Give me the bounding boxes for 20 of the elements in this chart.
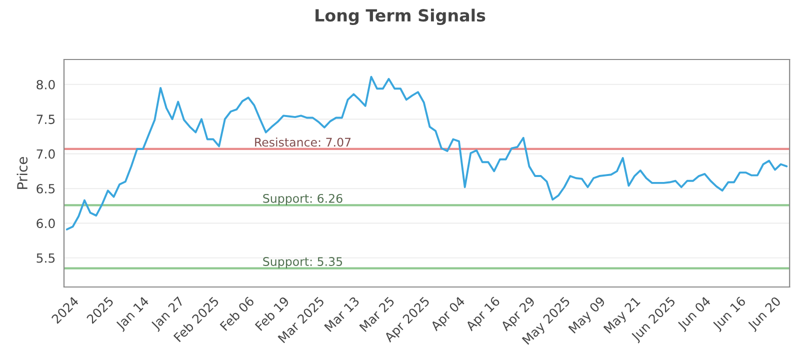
y-tick-label: 7.0 [36, 149, 55, 159]
y-tick-label: 8.0 [36, 80, 55, 90]
ref-line-label: Support: 5.35 [263, 257, 342, 268]
y-tick-label: 7.5 [36, 114, 55, 124]
x-tick-label: Feb 06 [219, 296, 255, 332]
ref-line-label: Resistance: 7.07 [255, 138, 351, 147]
x-tick-label: Jun 20 [746, 296, 783, 332]
line-series [66, 76, 788, 230]
x-tick-label: Apr 04 [430, 296, 468, 334]
ref-line-label: Support: 6.26 [263, 194, 342, 206]
chart-title: Long Term Signals [316, 8, 486, 26]
y-axis-title: Price [16, 157, 28, 189]
y-tick-label: 5.5 [36, 254, 55, 263]
x-tick-label: Apr 16 [464, 296, 502, 334]
y-tick-label: 6.5 [36, 184, 55, 194]
y-tick-label: 6.0 [36, 218, 55, 228]
x-tick-label: Mar 13 [324, 296, 360, 332]
x-tick-label: Jun 04 [676, 296, 713, 332]
x-tick-label: Jun 16 [712, 296, 748, 332]
x-tick-label: Jan 14 [115, 296, 151, 332]
